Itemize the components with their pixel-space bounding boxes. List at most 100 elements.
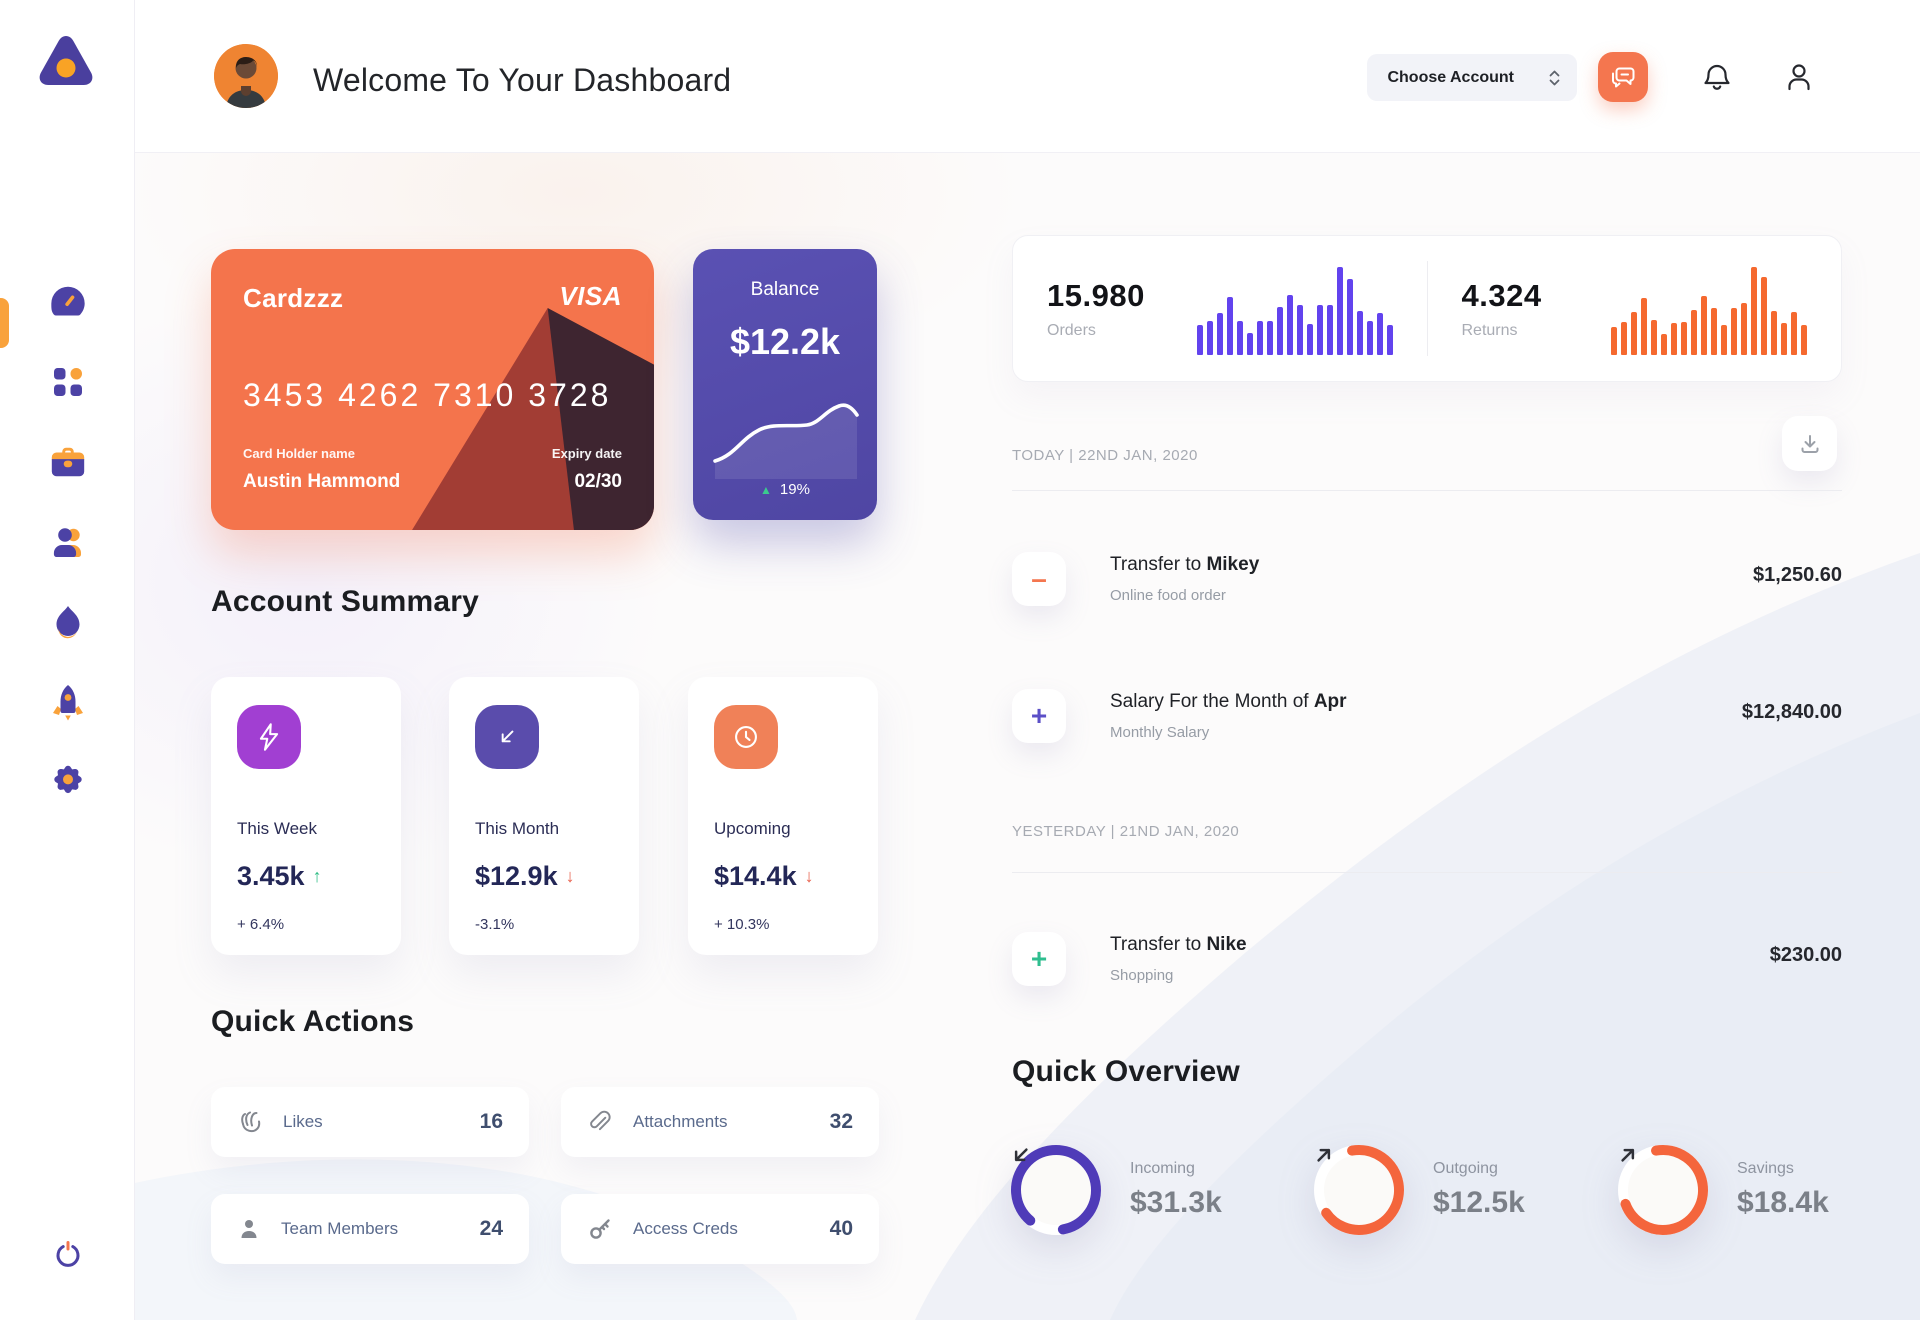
quick-action-label: Access Creds xyxy=(633,1219,738,1238)
returns-value: 4.324 xyxy=(1461,277,1542,313)
stats-divider xyxy=(1426,261,1428,356)
balance-line-chart xyxy=(713,403,859,479)
quick-action-count: 40 xyxy=(829,1217,853,1240)
rocket-icon xyxy=(52,685,83,721)
summary-card-upcoming[interactable]: Upcoming $14.4k ↓ + 10.3% xyxy=(688,677,878,955)
summary-value-text: $14.4k xyxy=(714,861,797,891)
download-button[interactable] xyxy=(1782,416,1837,471)
transaction-subtitle: Monthly Salary xyxy=(1110,724,1210,741)
summary-card-this-week[interactable]: This Week 3.45k ↑ + 6.4% xyxy=(211,677,401,955)
transaction-amount: $12,840.00 xyxy=(1741,701,1842,723)
user-avatar[interactable] xyxy=(214,44,278,108)
overview-text: Incoming $31.3k xyxy=(1130,1160,1222,1220)
account-selector-label: Choose Account xyxy=(1387,68,1514,86)
returns-bar-chart xyxy=(1611,263,1807,355)
summary-period: This Month xyxy=(475,819,560,838)
mini-bar xyxy=(1276,306,1283,355)
transaction-title-bold: Apr xyxy=(1313,691,1347,712)
transaction-row[interactable]: + Transfer to Nike Shopping $230.00 xyxy=(1012,932,1842,986)
users-icon xyxy=(53,528,81,557)
account-summary-title: Account Summary xyxy=(211,585,480,618)
transaction-text: Transfer to Nike Shopping xyxy=(1110,932,1247,984)
summary-value: $14.4k ↓ xyxy=(714,861,852,892)
messages-button[interactable] xyxy=(1598,52,1648,102)
transaction-title-prefix: Salary For the Month of xyxy=(1110,691,1314,712)
mini-bar xyxy=(1196,324,1203,355)
mini-bar xyxy=(1256,320,1263,355)
main-content: Cardzzz VISA 3453 4262 7310 3728 Card Ho… xyxy=(135,153,1920,1320)
flame-icon xyxy=(56,606,79,639)
grid-icon xyxy=(53,368,82,396)
sidebar-item-apps[interactable] xyxy=(45,360,91,404)
mini-bar xyxy=(1791,311,1797,355)
quick-action-label: Team Members xyxy=(281,1219,399,1238)
profile-button[interactable] xyxy=(1782,60,1816,94)
quick-action-count: 16 xyxy=(479,1110,503,1133)
sidebar-logout[interactable] xyxy=(46,1232,90,1276)
bell-icon xyxy=(1704,64,1730,90)
quick-action-team-members[interactable]: Team Members 24 xyxy=(211,1194,529,1264)
divider xyxy=(1012,872,1842,873)
balance-card: Balance $12.2k ▲ 19% xyxy=(693,249,877,520)
sidebar-item-portfolio[interactable] xyxy=(45,440,91,484)
account-selector[interactable]: Choose Account xyxy=(1367,54,1577,101)
mini-bar xyxy=(1216,312,1223,355)
mini-bar xyxy=(1681,321,1687,355)
sidebar-item-contacts[interactable] xyxy=(45,520,91,564)
quick-action-attachments[interactable]: Attachments 32 xyxy=(561,1087,879,1157)
credit-card: Cardzzz VISA 3453 4262 7310 3728 Card Ho… xyxy=(211,249,654,530)
summary-card-this-month[interactable]: This Month $12.9k ↓ -3.1% xyxy=(449,677,639,955)
transaction-title: Transfer to Nike xyxy=(1110,934,1247,956)
transaction-title-prefix: Transfer to xyxy=(1110,554,1207,575)
quick-action-count: 24 xyxy=(479,1217,503,1240)
clap-icon xyxy=(241,1111,261,1133)
outgoing-progress-ring xyxy=(1311,1142,1407,1238)
mini-bar xyxy=(1376,312,1383,355)
divider xyxy=(1012,490,1842,491)
header: Welcome To Your Dashboard Choose Account xyxy=(135,0,1920,153)
user-icon xyxy=(1788,64,1810,91)
minus-icon: – xyxy=(1012,552,1066,606)
balance-label: Balance xyxy=(750,279,820,300)
sidebar-item-boost[interactable] xyxy=(45,680,91,724)
transaction-row[interactable]: – Transfer to Mikey Online food order $1… xyxy=(1012,552,1842,606)
up-arrow-icon: ▲ xyxy=(760,482,772,497)
returns-stat: 4.324 Returns xyxy=(1428,236,1842,381)
briefcase-icon xyxy=(51,447,84,477)
summary-value-text: $12.9k xyxy=(475,861,558,891)
gear-icon xyxy=(53,765,82,794)
transaction-row[interactable]: + Salary For the Month of Apr Monthly Sa… xyxy=(1012,689,1842,743)
savings-progress-ring xyxy=(1615,1142,1711,1238)
mini-bar xyxy=(1336,266,1343,355)
power-icon xyxy=(56,1241,80,1267)
visa-logo: VISA xyxy=(559,281,622,311)
mini-bar xyxy=(1671,322,1677,355)
person-icon xyxy=(241,1220,257,1238)
sidebar-item-dashboard[interactable] xyxy=(45,280,91,324)
mini-bar xyxy=(1316,304,1323,355)
orders-label: Orders xyxy=(1047,321,1096,339)
app-logo[interactable] xyxy=(33,30,99,92)
sidebar-item-settings[interactable] xyxy=(45,760,91,804)
balance-delta: ▲ 19% xyxy=(693,481,877,498)
orders-returns-panel: 15.980 Orders 4.324 Returns xyxy=(1012,235,1842,382)
overview-savings: Savings $18.4k xyxy=(1615,1142,1829,1238)
mini-bar xyxy=(1226,296,1233,355)
sidebar-item-trending[interactable] xyxy=(45,600,91,644)
mini-bar xyxy=(1721,324,1727,355)
mini-bar xyxy=(1641,297,1647,355)
notifications-button[interactable] xyxy=(1700,60,1734,94)
quick-action-likes[interactable]: Likes 16 xyxy=(211,1087,529,1157)
summary-value: $12.9k ↓ xyxy=(475,861,613,892)
quick-action-access-creds[interactable]: Access Creds 40 xyxy=(561,1194,879,1264)
mini-bar xyxy=(1731,307,1737,355)
mini-bar xyxy=(1326,304,1333,355)
overview-text: Savings $18.4k xyxy=(1737,1160,1829,1220)
plus-icon: + xyxy=(1012,689,1066,743)
mini-bar xyxy=(1751,266,1757,355)
bolt-icon xyxy=(237,705,301,769)
quick-action-label: Likes xyxy=(283,1112,323,1131)
summary-value: 3.45k ↑ xyxy=(237,861,375,892)
transaction-title: Transfer to Mikey xyxy=(1110,554,1259,576)
chevron-up-down-icon xyxy=(1549,70,1560,85)
